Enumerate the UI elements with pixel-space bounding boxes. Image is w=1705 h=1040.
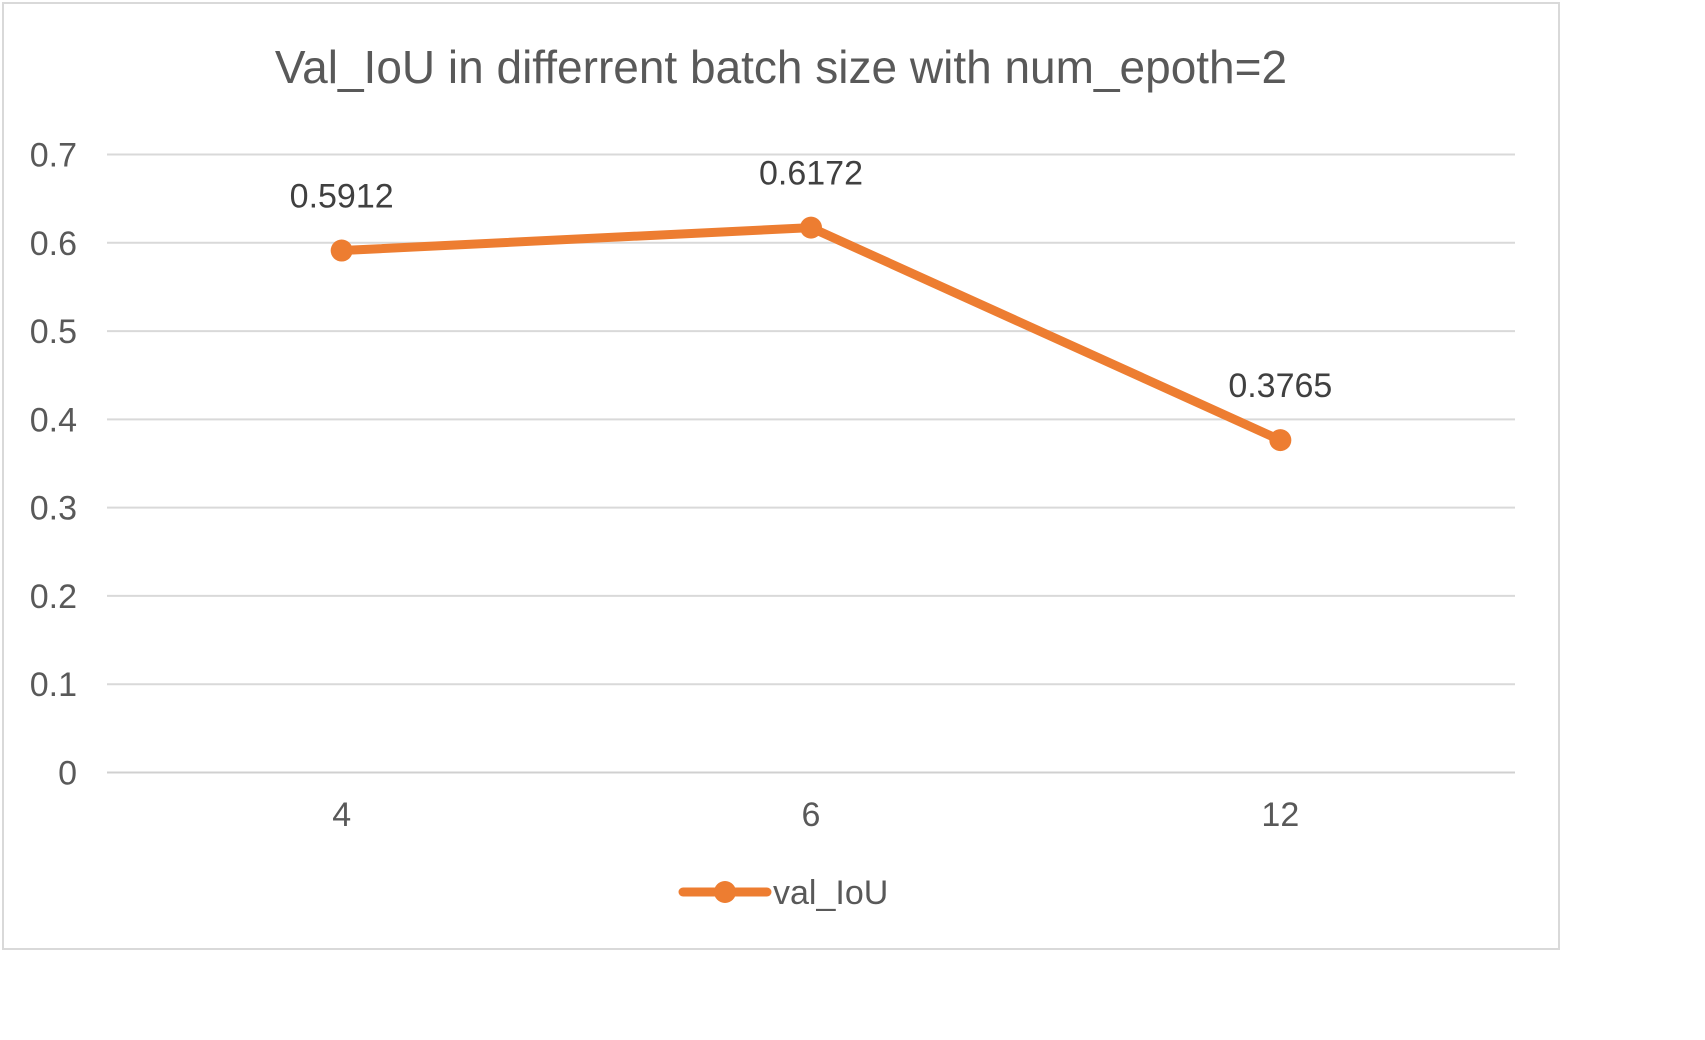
data-point <box>800 216 822 239</box>
data-label: 0.3765 <box>1228 367 1332 405</box>
series-val-iou <box>330 216 1292 452</box>
y-tick-label: 0.5 <box>30 313 77 351</box>
x-tick-label: 6 <box>802 796 821 834</box>
x-tick-label: 12 <box>1261 796 1299 834</box>
legend: val_IoU <box>678 874 888 912</box>
y-tick-label: 0.7 <box>30 137 77 175</box>
gridlines <box>107 153 1515 774</box>
y-tick-label: 0.3 <box>30 490 77 528</box>
x-tick-label: 4 <box>332 796 351 834</box>
y-tick-label: 0.2 <box>30 578 77 616</box>
y-axis-tick-labels: 0 0.1 0.2 0.3 0.4 0.5 0.6 0.7 <box>30 137 77 793</box>
data-labels: 0.5912 0.6172 0.3765 <box>290 155 1333 406</box>
x-axis-tick-labels: 4 6 12 <box>332 796 1299 834</box>
chart-title: Val_IoU in differrent batch size with nu… <box>275 41 1287 93</box>
series-line <box>337 223 1285 445</box>
data-label: 0.5912 <box>290 178 394 216</box>
legend-point-marker <box>714 881 736 903</box>
y-tick-label: 0.1 <box>30 666 77 704</box>
chart-frame <box>2 2 1560 950</box>
y-tick-label: 0 <box>58 755 77 793</box>
data-point <box>1269 429 1292 452</box>
legend-label: val_IoU <box>773 874 888 912</box>
data-point <box>330 239 353 262</box>
y-tick-label: 0.6 <box>30 225 77 263</box>
data-label: 0.6172 <box>759 155 863 193</box>
y-tick-label: 0.4 <box>30 401 77 439</box>
